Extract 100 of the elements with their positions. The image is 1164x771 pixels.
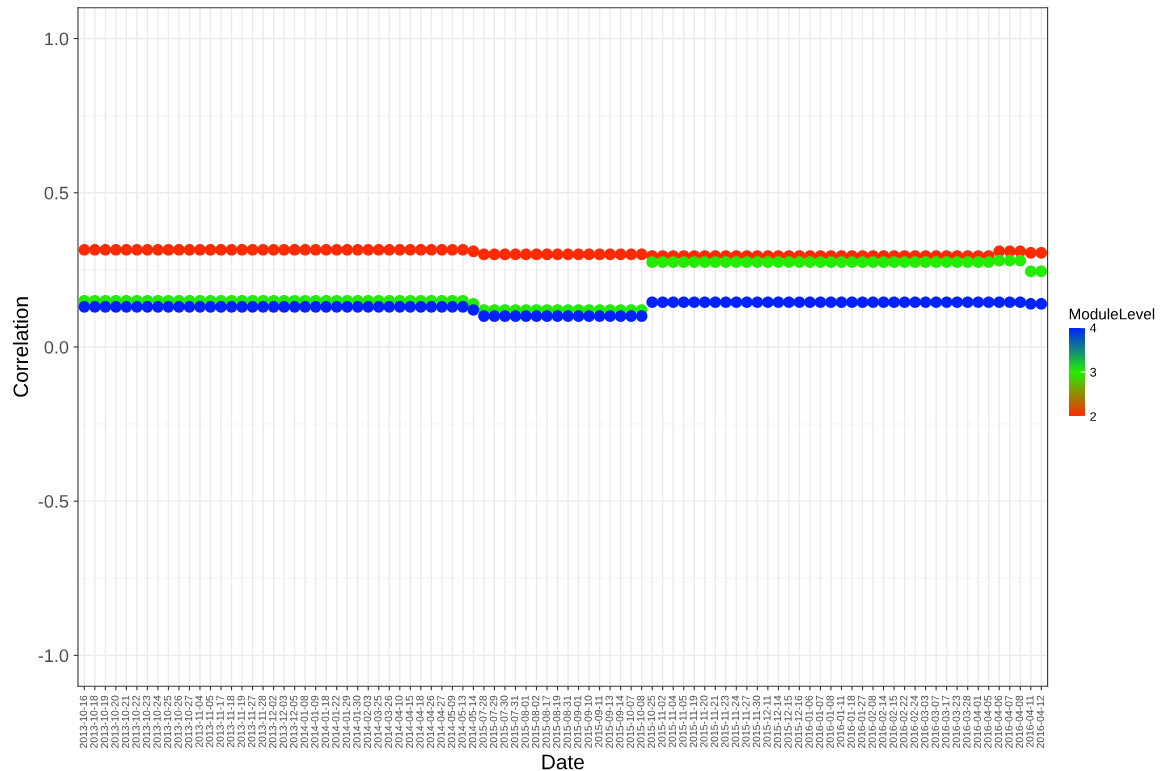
- x-tick-label: 2015-11-30: [752, 695, 761, 748]
- y-tick-label: -0.5: [38, 495, 69, 508]
- x-tick-label: 2014-05-14: [468, 695, 477, 748]
- x-tick-label: 2015-12-16: [794, 695, 803, 748]
- x-tick-label: 2013-10-22: [132, 695, 140, 748]
- x-tick-label: 2014-01-22: [332, 695, 340, 748]
- x-tick-label: 2014-03-25: [374, 695, 382, 748]
- x-tick-label: 2015-08-31: [563, 695, 571, 748]
- x-tick-label: 2014-02-03: [363, 695, 372, 748]
- x-tick-label: 2016-01-07: [815, 695, 824, 748]
- x-tick-label: 2014-04-27: [437, 695, 445, 748]
- x-tick-label: 2013-11-19: [237, 695, 245, 748]
- x-tick-label: 2013-11-17: [216, 695, 224, 748]
- x-tick-label: 2014-01-18: [321, 695, 329, 748]
- x-tick-label: 2014-04-26: [426, 695, 435, 748]
- x-tick-label: 2013-10-25: [163, 695, 172, 748]
- x-tick-label: 2014-01-08: [300, 695, 308, 748]
- x-tick-label: 2015-07-31: [510, 695, 519, 748]
- x-tick-label: 2016-01-27: [857, 695, 866, 748]
- x-tick-label: 2016-04-06: [994, 695, 1003, 748]
- x-tick-label: 2013-10-26: [174, 695, 182, 748]
- x-tick-label: 2016-03-17: [942, 695, 950, 748]
- y-tick-label: -1.0: [38, 649, 69, 663]
- x-tick-label: 2013-10-27: [184, 695, 193, 748]
- y-axis-title: Correlation: [12, 297, 29, 397]
- x-tick-label: 2016-03-07: [931, 695, 939, 748]
- x-tick-label: 2016-03-03: [921, 695, 929, 748]
- x-tick-label: 2016-02-22: [900, 695, 908, 748]
- x-tick-label: 2015-09-11: [595, 695, 603, 748]
- x-tick-label: 2013-12-03: [279, 695, 287, 748]
- x-tick-label: 2015-12-15: [784, 695, 792, 748]
- x-tick-label: 2015-11-20: [700, 695, 708, 748]
- x-tick-label: 2016-04-05: [984, 695, 992, 748]
- x-tick-label: 2015-11-23: [721, 695, 729, 748]
- x-tick-label: 2015-09-10: [584, 695, 592, 748]
- x-tick-label: 2016-01-11: [836, 695, 845, 748]
- x-tick-label: 2015-07-28: [479, 695, 487, 748]
- x-tick-label: 2013-11-28: [258, 695, 266, 748]
- x-tick-label: 2014-04-15: [405, 695, 414, 748]
- x-tick-label: 2015-12-11: [763, 695, 771, 748]
- x-tick-label: 2015-11-04: [668, 695, 677, 748]
- x-tick-label: 2016-03-28: [963, 695, 971, 748]
- x-tick-label: 2015-07-29: [489, 695, 498, 748]
- x-tick-label: 2016-01-08: [826, 695, 834, 748]
- x-tick-label: 2015-09-14: [616, 695, 624, 748]
- x-axis-title: Date: [542, 754, 584, 770]
- x-tick-label: 2013-11-18: [226, 695, 235, 748]
- x-tick-label: 2014-01-29: [342, 695, 350, 748]
- x-tick-label: 2015-11-02: [658, 695, 666, 748]
- x-tick-label: 2015-11-27: [742, 695, 750, 748]
- x-tick-label: 2015-09-01: [573, 695, 582, 748]
- x-tick-label: 2015-10-25: [647, 695, 655, 748]
- x-tick-label: 2016-04-07: [1005, 695, 1013, 748]
- x-tick-label: 2015-11-21: [710, 695, 719, 748]
- x-tick-label: 2014-01-30: [353, 695, 361, 748]
- x-tick-label: 2013-12-02: [269, 695, 277, 748]
- x-tick-label: 2014-05-13: [458, 695, 466, 748]
- x-tick-label: 2015-08-17: [542, 695, 550, 748]
- x-tick-label: 2013-12-05: [290, 695, 298, 748]
- x-tick-label: 2013-10-19: [100, 695, 109, 748]
- x-tick-label: 2015-11-05: [679, 695, 687, 748]
- x-tick-label: 2016-02-08: [868, 695, 876, 748]
- color-bar-label: 3: [1090, 367, 1097, 377]
- x-tick-label: 2015-12-14: [773, 695, 782, 748]
- x-tick-label: 2016-04-11: [1026, 695, 1034, 748]
- x-tick-label: 2016-01-06: [805, 695, 813, 748]
- x-tick-label: 2015-07-30: [500, 695, 508, 748]
- x-tick-label: 2015-10-07: [626, 695, 634, 748]
- x-tick-label: 2016-03-23: [952, 695, 960, 748]
- x-tick-label: 2015-08-19: [552, 695, 561, 748]
- y-tick-label: 0.0: [44, 340, 69, 354]
- x-tick-label: 2013-10-21: [121, 695, 130, 748]
- x-tick-label: 2014-05-09: [447, 695, 456, 748]
- x-tick-label: 2013-10-16: [79, 695, 88, 748]
- x-tick-label: 2015-11-19: [689, 695, 698, 748]
- x-tick-label: 2015-08-01: [521, 695, 529, 748]
- x-tick-label: 2013-11-27: [247, 695, 256, 748]
- x-tick-label: 2013-10-20: [111, 695, 119, 748]
- color-bar-title: ModuleLevel: [1069, 308, 1155, 320]
- x-tick-label: 2016-04-01: [973, 695, 981, 748]
- x-tick-label: 2015-09-13: [605, 695, 613, 748]
- color-bar-label: 4: [1090, 323, 1097, 333]
- y-tick-label: 1.0: [45, 32, 69, 46]
- x-tick-label: 2014-01-09: [311, 695, 319, 748]
- x-tick-label: 2016-04-08: [1015, 695, 1024, 748]
- x-tick-label: 2013-11-05: [205, 695, 214, 748]
- y-tick-label: 0.5: [44, 186, 69, 200]
- x-tick-label: 2016-01-18: [847, 695, 855, 748]
- x-tick-label: 2013-10-24: [153, 695, 161, 748]
- x-tick-label: 2015-10-08: [637, 695, 645, 748]
- x-tick-label: 2013-10-18: [90, 695, 98, 748]
- x-tick-label: 2014-03-26: [384, 695, 393, 748]
- x-tick-label: 2013-11-04: [195, 695, 203, 748]
- x-tick-label: 2016-04-12: [1036, 695, 1045, 748]
- x-tick-label: 2016-02-24: [910, 695, 918, 748]
- x-tick-label: 2016-02-14: [878, 695, 887, 748]
- x-tick-label: 2015-08-02: [531, 695, 540, 748]
- color-bar-label: 2: [1090, 412, 1097, 421]
- x-tick-label: 2016-02-15: [889, 695, 897, 748]
- x-tick-label: 2014-04-10: [395, 695, 403, 748]
